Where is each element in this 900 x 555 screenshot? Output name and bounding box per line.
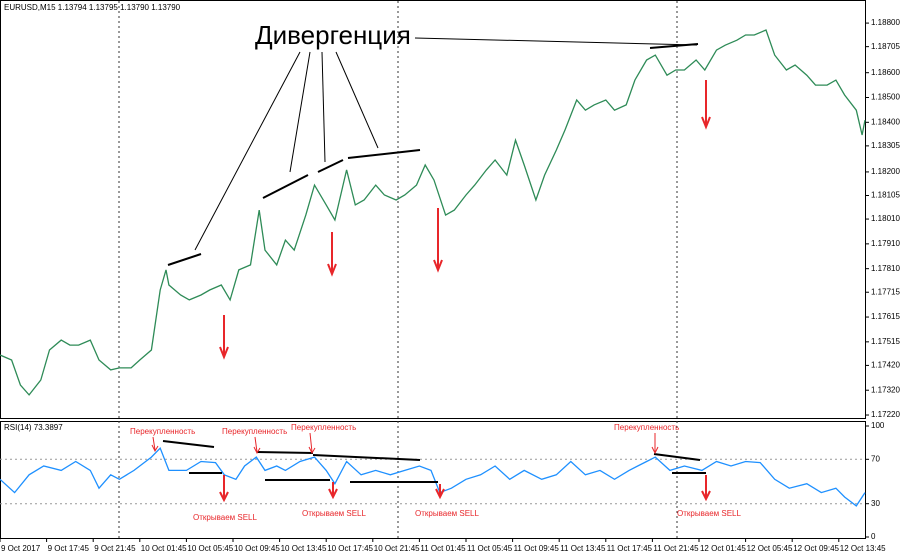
y-tick-label: 1.17810: [871, 264, 900, 273]
sell-arrow: [219, 315, 229, 360]
rsi-line: [312, 454, 421, 461]
rsi-line: [256, 451, 314, 454]
sell-arrow: [435, 484, 445, 500]
annotation: Перекупленность: [222, 427, 287, 436]
y-tick-label: 1.18800: [871, 18, 900, 27]
y-tick-label: 1.18305: [871, 141, 900, 150]
x-tick-label: 9 Oct 2017: [1, 544, 41, 553]
annotation: Дивергенция: [255, 20, 411, 50]
sell-arrow: [327, 232, 337, 277]
sell-arrow: [433, 208, 443, 273]
x-tick-label: 11 Oct 21:45: [653, 544, 699, 553]
x-tick-label: 10 Oct 05:45: [187, 544, 233, 553]
x-tick-label: 11 Oct 09:45: [514, 544, 560, 553]
y-tick-label: 1.18600: [871, 68, 900, 77]
divergence-line: [347, 149, 421, 159]
data-line: [0, 447, 866, 507]
x-tick-label: 12 Oct 09:45: [793, 544, 839, 553]
y-tick-label: 70: [871, 454, 880, 463]
y-tick-label: 1.18200: [871, 167, 900, 176]
divergence-line: [317, 159, 344, 173]
y-tick-label: 1.18105: [871, 191, 900, 200]
x-tick-label: 11 Oct 01:45: [420, 544, 466, 553]
sell-arrow: [219, 475, 229, 503]
x-tick-label: 9 Oct 21:45: [94, 544, 136, 553]
x-tick-label: 11 Oct 13:45: [560, 544, 606, 553]
divergence-line: [262, 174, 309, 199]
y-tick-label: 1.17715: [871, 287, 900, 296]
x-tick-label: 10 Oct 21:45: [374, 544, 420, 553]
divergence-line: [167, 253, 202, 266]
overbought-arrow: [651, 433, 659, 455]
y-tick-label: 1.17910: [871, 239, 900, 248]
y-tick-label: 1.17320: [871, 385, 900, 394]
pointer: [321, 51, 326, 163]
annotation: Перекупленность: [291, 423, 356, 432]
pointer: [289, 51, 311, 173]
y-tick-label: 1.17220: [871, 410, 900, 419]
x-tick-label: 10 Oct 13:45: [281, 544, 327, 553]
y-tick-label: 0: [871, 532, 876, 541]
overbought-arrow: [308, 432, 316, 455]
y-tick-label: 30: [871, 499, 880, 508]
x-tick-label: 10 Oct 01:45: [141, 544, 187, 553]
price-panel: [0, 0, 866, 419]
y-tick-label: 1.17420: [871, 361, 900, 370]
annotation: Открываем SELL: [302, 509, 366, 518]
x-tick-label: 11 Oct 17:45: [607, 544, 653, 553]
pointer: [194, 51, 301, 251]
y-tick-label: 100: [871, 421, 885, 430]
x-tick-label: 11 Oct 05:45: [467, 544, 513, 553]
pointer: [414, 37, 698, 46]
sell-arrow: [701, 80, 711, 130]
annotation: Перекупленность: [614, 423, 679, 432]
annotation: Открываем SELL: [677, 509, 741, 518]
y-tick-label: 1.18010: [871, 214, 900, 223]
overbought-arrow: [151, 436, 159, 453]
y-tick-label: 1.18400: [871, 117, 900, 126]
overbought-arrow: [253, 436, 261, 455]
x-tick-label: 12 Oct 05:45: [747, 544, 793, 553]
rsi-line: [162, 440, 215, 448]
y-tick-label: 1.18500: [871, 93, 900, 102]
data-line: [0, 29, 866, 396]
annotation: Открываем SELL: [415, 509, 479, 518]
divergence-line: [649, 43, 699, 49]
drawings: [151, 37, 711, 503]
x-tick-label: 12 Oct 13:45: [840, 544, 886, 553]
sell-arrow: [701, 475, 711, 502]
sell-arrow: [328, 482, 338, 500]
x-tick-label: 10 Oct 17:45: [327, 544, 373, 553]
x-tick-label: 12 Oct 01:45: [700, 544, 746, 553]
x-tick-label: 9 Oct 17:45: [48, 544, 90, 553]
y-tick-label: 1.17615: [871, 312, 900, 321]
y-tick-label: 1.18705: [871, 42, 900, 51]
rsi-line: [653, 453, 701, 461]
annotation: Перекупленность: [130, 427, 195, 436]
x-tick-label: 10 Oct 09:45: [234, 544, 280, 553]
pointer: [335, 51, 379, 149]
rsi-title: RSI(14) 73.3897: [4, 423, 63, 432]
y-tick-label: 1.17515: [871, 337, 900, 346]
annotation: Открываем SELL: [193, 513, 257, 522]
chart-title: EURUSD,M15 1.13794 1.13795 1.13790 1.137…: [4, 3, 181, 12]
